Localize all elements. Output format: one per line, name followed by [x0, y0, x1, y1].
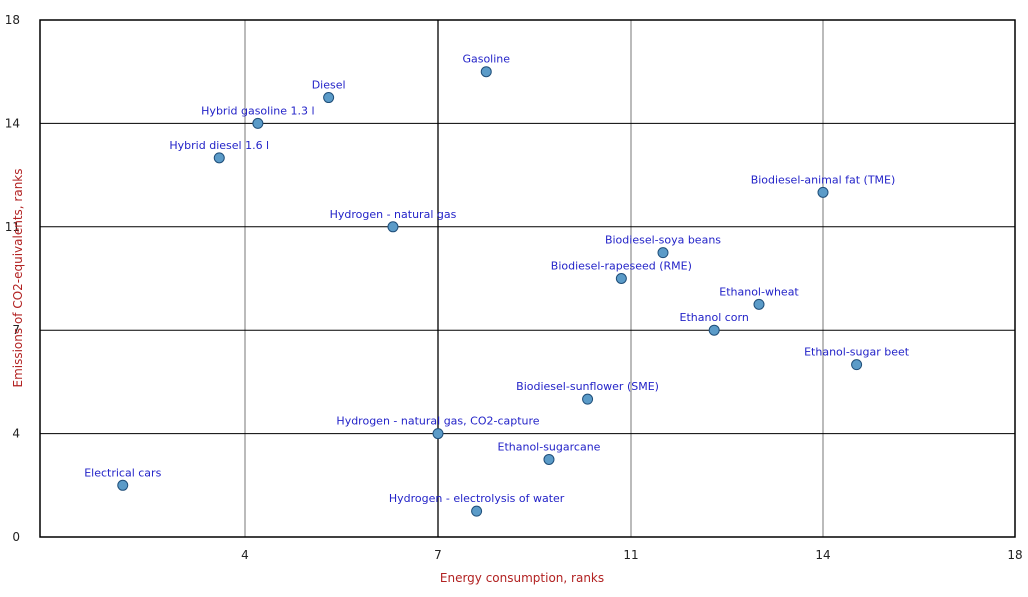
data-point-label: Electrical cars [84, 466, 161, 479]
data-point-label: Ethanol-sugarcane [498, 440, 601, 453]
data-points: Electrical cars Hybrid diesel 1.6 l Hybrid… [84, 53, 910, 517]
data-point [851, 359, 863, 371]
data-point-label: Biodiesel-rapeseed (RME) [551, 260, 692, 273]
data-point [213, 152, 225, 164]
grid [40, 20, 1015, 537]
x-tick-label: 11 [623, 548, 638, 562]
data-point-label: Hybrid diesel 1.6 l [169, 139, 269, 152]
data-point [117, 479, 129, 491]
data-point [387, 221, 399, 233]
x-axis-label: Energy consumption, ranks [440, 571, 604, 585]
plot-frame [39, 19, 1016, 538]
data-point-label: Diesel [312, 79, 346, 92]
data-point [543, 453, 555, 465]
data-point [708, 324, 720, 336]
y-axis-label: Emissions of CO2-equivalents, ranks [11, 168, 25, 387]
x-tick-label: 18 [1007, 548, 1022, 562]
data-point [471, 505, 483, 517]
y-tick-label: 18 [5, 13, 20, 27]
data-point [753, 298, 765, 310]
data-point [817, 186, 829, 198]
data-point-label: Biodiesel-animal fat (TME) [751, 173, 896, 186]
data-point-label: Ethanol-sugar beet [804, 346, 910, 359]
data-point-label: Hydrogen - electrolysis of water [389, 492, 565, 505]
data-point [480, 66, 492, 78]
y-tick-label: 0 [12, 530, 20, 544]
data-point-label: Gasoline [462, 53, 510, 66]
data-point-label: Hydrogen - natural gas [330, 208, 457, 221]
y-tick-label: 4 [12, 427, 20, 441]
y-tick-label: 14 [5, 116, 20, 130]
x-tick-label: 14 [815, 548, 830, 562]
data-point [657, 247, 669, 259]
y-tick-label: 11 [5, 220, 20, 234]
data-point-label: Ethanol-wheat [719, 285, 799, 298]
x-tick-label: 7 [434, 548, 442, 562]
data-point-label: Hydrogen - natural gas, CO2-capture [336, 415, 539, 428]
data-point [432, 428, 444, 440]
data-point-label: Hybrid gasoline 1.3 l [201, 104, 314, 117]
data-point [615, 273, 627, 284]
data-point [252, 117, 264, 129]
data-point [582, 393, 594, 405]
y-axis-ticks: 0 4 7 11 14 18 [5, 13, 20, 544]
data-point [323, 92, 335, 104]
y-tick-label: 7 [12, 323, 20, 337]
x-axis-ticks: 4 7 11 14 18 [241, 548, 1022, 562]
data-point-label: Ethanol corn [680, 311, 749, 324]
x-tick-label: 4 [241, 548, 249, 562]
data-point-label: Biodiesel-sunflower (SME) [516, 380, 659, 393]
data-point-label: Biodiesel-soya beans [605, 234, 721, 247]
